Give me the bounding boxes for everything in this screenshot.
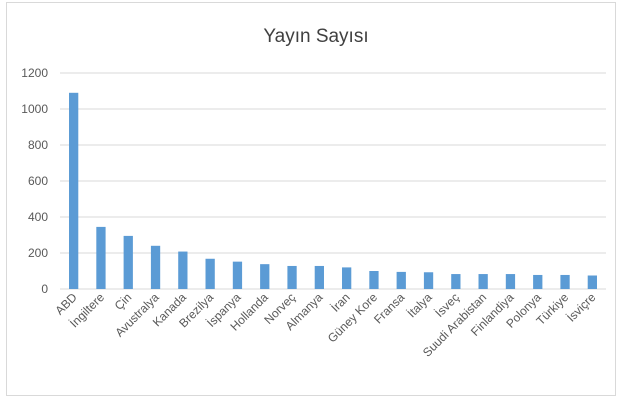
bar: [232, 261, 243, 289]
bar: [451, 274, 461, 289]
bar: [369, 271, 379, 289]
bar: [478, 274, 488, 289]
bar: [150, 245, 161, 289]
bar: [260, 264, 270, 289]
bar: [205, 258, 215, 289]
y-tick-label: 400: [28, 210, 48, 224]
bars: [69, 92, 597, 289]
bar: [396, 271, 406, 289]
y-tick-label: 800: [28, 138, 48, 152]
bar: [69, 92, 79, 289]
bar: [314, 265, 324, 289]
bar: [587, 275, 597, 289]
x-tick-label: İtalya: [404, 290, 434, 320]
x-tick-label: Çin: [112, 290, 135, 313]
bar: [96, 226, 106, 289]
bar: [342, 267, 352, 289]
bar: [178, 251, 188, 289]
bar: [123, 235, 133, 289]
bar: [423, 272, 434, 289]
y-tick-label: 1000: [21, 102, 48, 116]
bar: [505, 274, 516, 289]
y-tick-label: 1200: [21, 66, 48, 80]
y-tick-label: 600: [28, 174, 48, 188]
chart-frame: [6, 2, 616, 396]
bar: [533, 274, 543, 289]
bar: [560, 274, 570, 289]
y-tick-label: 200: [28, 246, 48, 260]
x-tick-label: Fransa: [371, 290, 408, 327]
y-tick-label: 0: [41, 282, 48, 296]
y-axis-ticks: 0 200 400 600 800 1000 1200: [21, 66, 48, 296]
x-tick-label: İsviçre: [564, 290, 599, 325]
bar: [287, 265, 297, 289]
gridlines: [60, 72, 606, 290]
chart-title: Yayın Sayısı: [263, 26, 368, 47]
